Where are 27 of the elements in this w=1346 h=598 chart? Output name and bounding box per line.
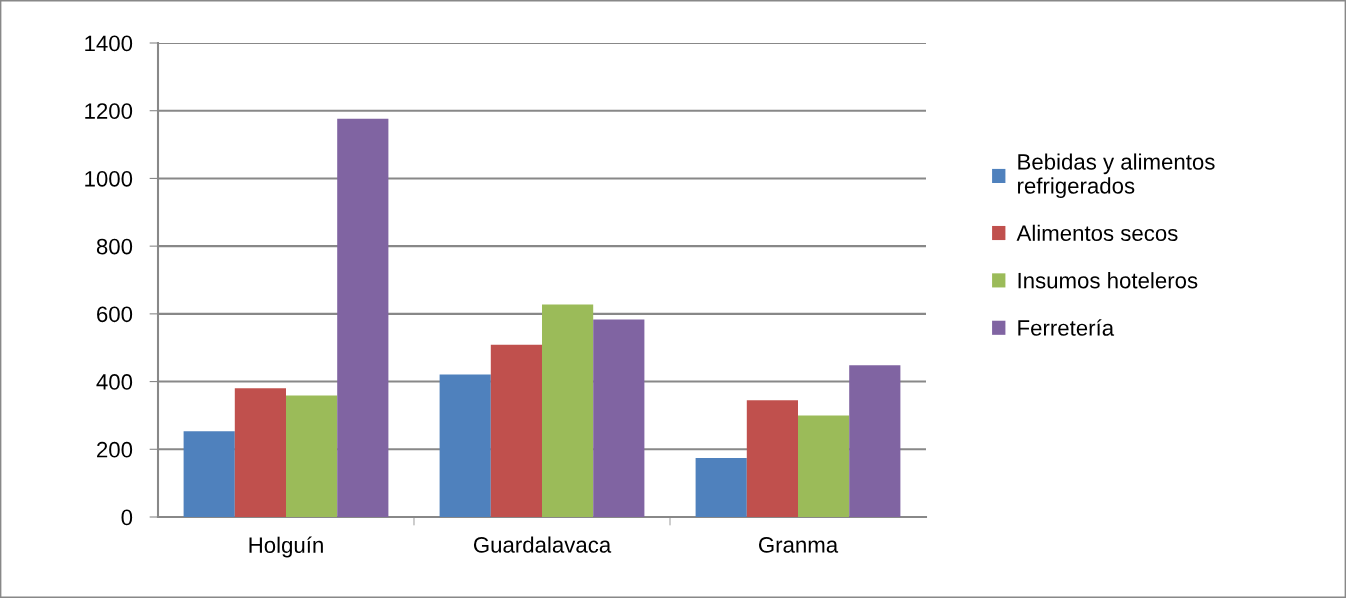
bar xyxy=(849,365,901,517)
y-tick-label: 800 xyxy=(96,238,133,255)
y-tick-label: 400 xyxy=(96,374,133,390)
legend-label: Insumos hoteleros xyxy=(1018,272,1198,289)
bar xyxy=(542,304,594,517)
x-tick-label: Guardalavaca xyxy=(473,536,612,553)
legend-label: Bebidas y alimentos refrigerados xyxy=(1018,153,1215,199)
bar xyxy=(798,415,850,517)
y-tick-label: 600 xyxy=(97,306,133,323)
y-tick-label: 0 xyxy=(121,509,133,526)
bar xyxy=(337,118,389,517)
y-tick-label: 200 xyxy=(97,441,133,458)
y-tick-label: 1400 xyxy=(85,35,133,52)
bar xyxy=(695,458,747,517)
bar xyxy=(490,344,542,517)
bar xyxy=(286,395,338,517)
legend-label: Alimentos secos xyxy=(1016,224,1178,242)
x-tick-label: Granma xyxy=(758,537,839,553)
x-tick-label: Holguín xyxy=(249,536,323,558)
bar xyxy=(439,374,491,517)
bar xyxy=(593,319,645,517)
bar xyxy=(183,431,235,517)
y-tick-label: 1000 xyxy=(85,170,133,187)
legend-label: Ferretería xyxy=(1018,319,1115,336)
y-tick-label: 1200 xyxy=(85,103,133,119)
bar xyxy=(234,388,286,517)
bar xyxy=(746,400,798,517)
